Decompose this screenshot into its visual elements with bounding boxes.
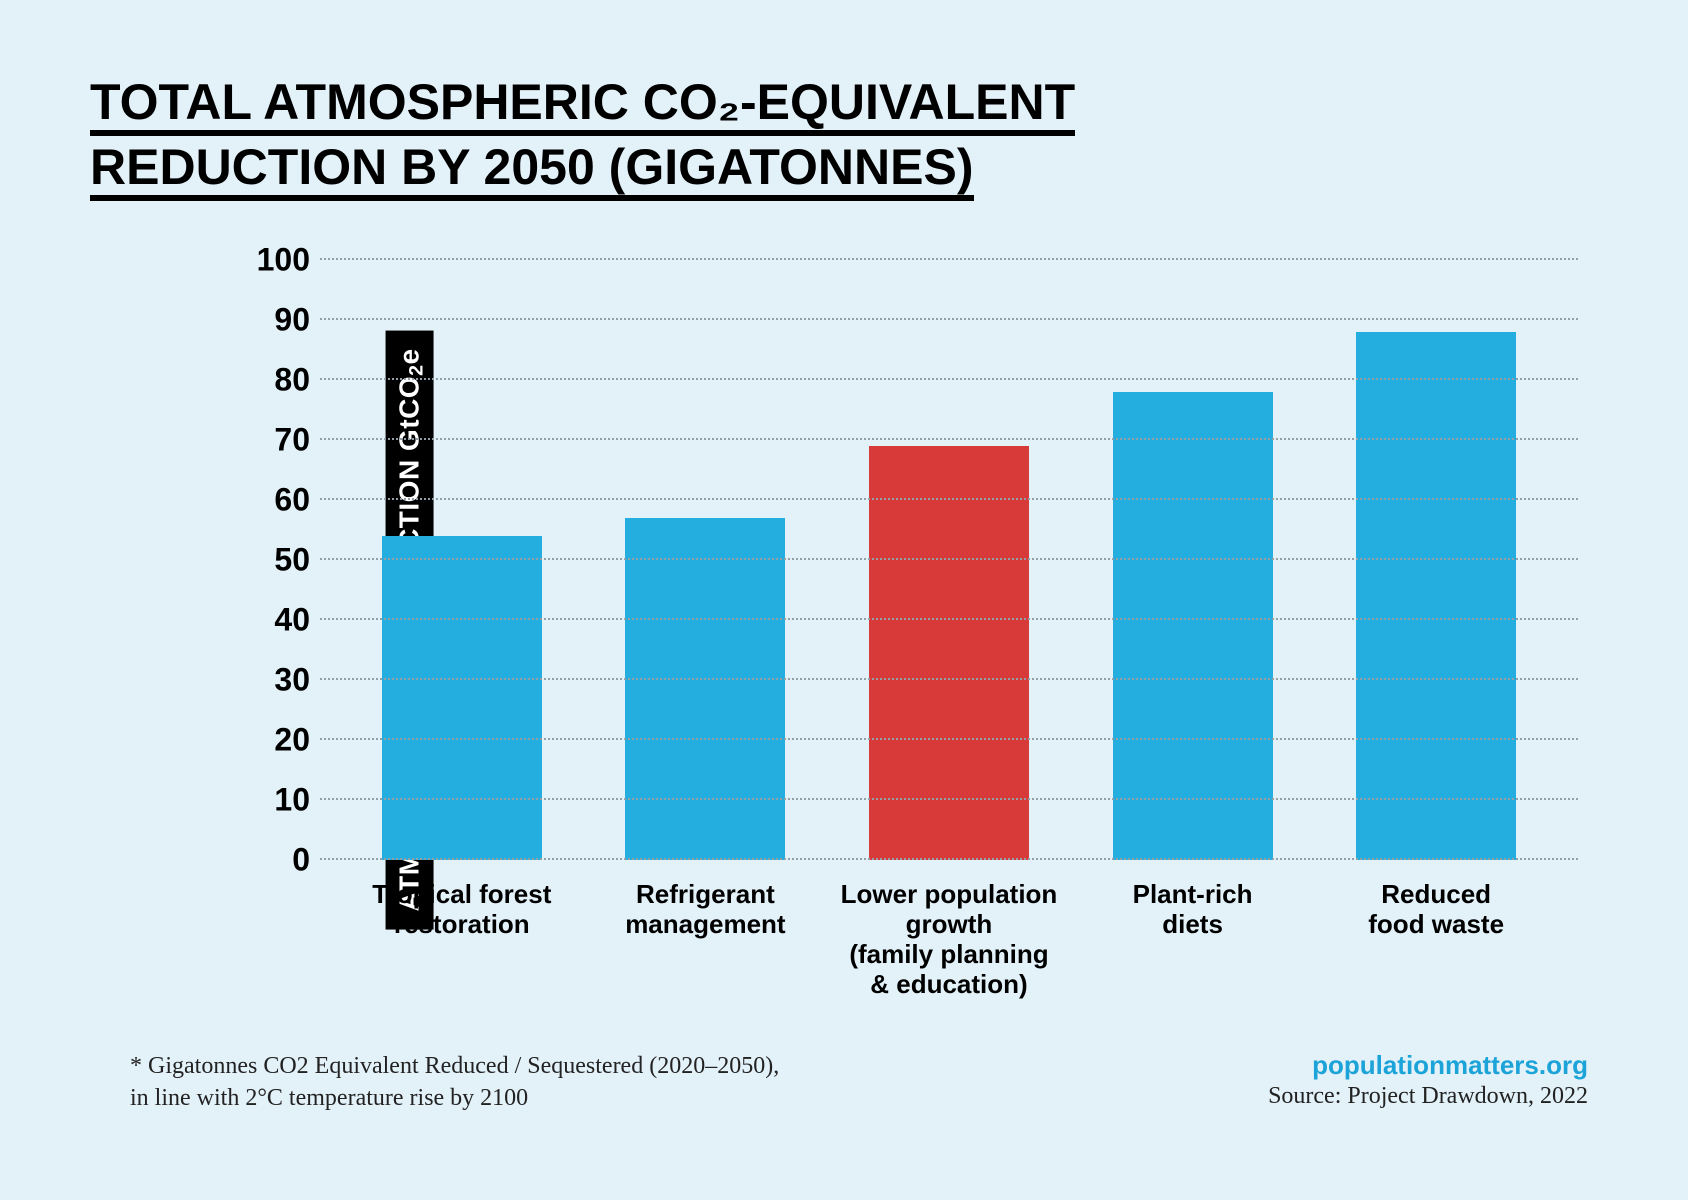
x-label: Reduced food waste — [1314, 870, 1558, 1000]
x-label: Tropical forest restoration — [340, 870, 584, 1000]
grid-line — [320, 258, 1578, 260]
bar-slot — [827, 260, 1071, 860]
y-tick-label: 20 — [250, 722, 310, 759]
title-line-2: REDUCTION BY 2050 (GIGATONNES) — [90, 139, 974, 201]
bars-row — [320, 260, 1578, 860]
y-tick-label: 10 — [250, 782, 310, 819]
y-tick-label: 100 — [250, 242, 310, 279]
footnote-line-1: * Gigatonnes CO2 Equivalent Reduced / Se… — [130, 1050, 779, 1082]
bar-slot — [584, 260, 828, 860]
footnote: * Gigatonnes CO2 Equivalent Reduced / Se… — [130, 1050, 779, 1115]
source-block: populationmatters.org Source: Project Dr… — [1268, 1050, 1588, 1110]
grid-line — [320, 378, 1578, 380]
bar-slot — [1071, 260, 1315, 860]
y-tick-label: 30 — [250, 662, 310, 699]
grid-line — [320, 678, 1578, 680]
bar — [1356, 332, 1516, 860]
grid-line — [320, 798, 1578, 800]
bar — [382, 536, 542, 860]
y-tick-label: 70 — [250, 422, 310, 459]
title-line-1: TOTAL ATMOSPHERIC CO₂-EQUIVALENT — [90, 74, 1075, 136]
grid-line — [320, 858, 1578, 860]
page-title: TOTAL ATMOSPHERIC CO₂-EQUIVALENT REDUCTI… — [90, 70, 1075, 200]
grid-line — [320, 558, 1578, 560]
chart-container: ATMOSPHERIC CO2 REDUCTION GtCO2e 0102030… — [130, 260, 1598, 1000]
source-text: Source: Project Drawdown, 2022 — [1268, 1083, 1588, 1110]
y-tick-label: 60 — [250, 482, 310, 519]
grid-line — [320, 318, 1578, 320]
source-url: populationmatters.org — [1268, 1050, 1588, 1081]
y-tick-label: 90 — [250, 302, 310, 339]
x-label: Plant-rich diets — [1071, 870, 1315, 1000]
footer: * Gigatonnes CO2 Equivalent Reduced / Se… — [90, 1050, 1598, 1115]
axis-area: 0102030405060708090100 — [250, 260, 1578, 860]
bar — [1113, 392, 1273, 860]
x-label: Refrigerant management — [584, 870, 828, 1000]
grid-line — [320, 498, 1578, 500]
grid-line — [320, 618, 1578, 620]
x-labels-row: Tropical forest restorationRefrigerant m… — [320, 870, 1578, 1000]
y-tick-label: 40 — [250, 602, 310, 639]
x-label: Lower population growth (family planning… — [827, 870, 1071, 1000]
y-tick-label: 0 — [250, 842, 310, 879]
bar-slot — [1314, 260, 1558, 860]
grid-line — [320, 738, 1578, 740]
footnote-line-2: in line with 2°C temperature rise by 210… — [130, 1082, 779, 1114]
grid-line — [320, 438, 1578, 440]
bar-slot — [340, 260, 584, 860]
y-tick-label: 80 — [250, 362, 310, 399]
y-tick-label: 50 — [250, 542, 310, 579]
bar — [625, 518, 785, 860]
